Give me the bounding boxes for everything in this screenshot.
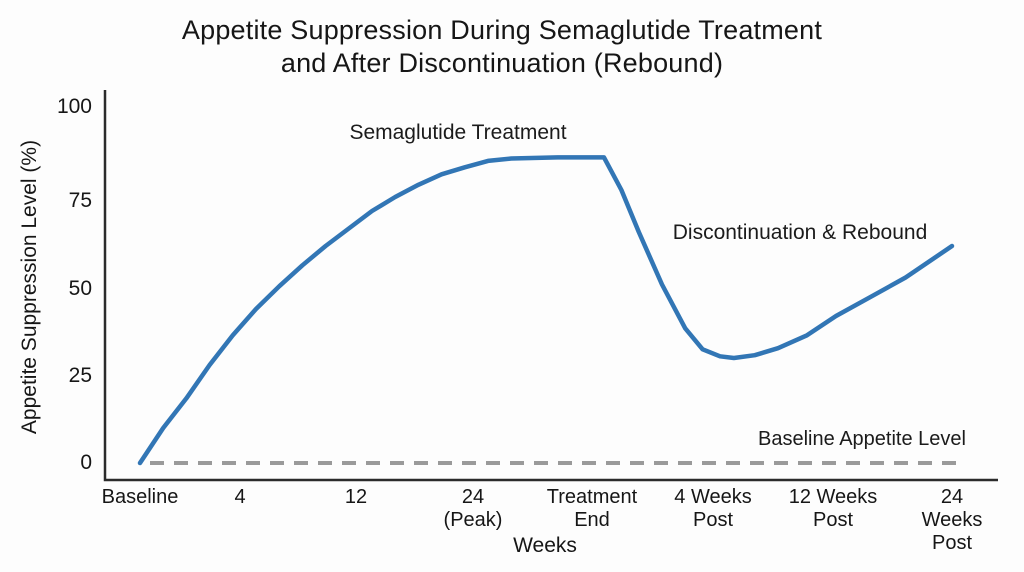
- x-tick-week12: 12: [344, 486, 368, 508]
- annotation-discontinuation-rebound: Discontinuation & Rebound: [672, 221, 928, 244]
- chart-title-line2: and After Discontinuation (Rebound): [280, 48, 724, 78]
- x-tick-4-weeks-post: 4 Weeks Post: [674, 486, 752, 531]
- x-tick-24-weeks-post: 24 Weeks Post: [921, 486, 983, 554]
- x-tick-week24-peak: 24 (Peak): [443, 486, 503, 531]
- x-tick-treatment-end: Treatment End: [546, 486, 638, 531]
- y-tick-0: 0: [80, 451, 92, 474]
- annotation-semaglutide-treatment: Semaglutide Treatment: [349, 121, 567, 144]
- y-tick-25: 25: [68, 364, 92, 387]
- appetite-curve: [137, 155, 955, 466]
- annotation-baseline-appetite-level: Baseline Appetite Level: [758, 428, 966, 450]
- axis-spines: [103, 90, 998, 482]
- chart-title-line1: Appetite Suppression During Semaglutide …: [181, 15, 823, 45]
- y-tick-50: 50: [68, 277, 92, 300]
- x-tick-baseline: Baseline: [101, 486, 179, 508]
- x-tick-week4: 4: [234, 486, 246, 508]
- y-tick-100: 100: [56, 95, 92, 118]
- chart-title: Appetite Suppression During Semaglutide …: [0, 14, 1004, 80]
- x-tick-12-weeks-post: 12 Weeks Post: [788, 486, 878, 531]
- y-tick-75: 75: [68, 189, 92, 212]
- x-axis-title: Weeks: [513, 534, 577, 557]
